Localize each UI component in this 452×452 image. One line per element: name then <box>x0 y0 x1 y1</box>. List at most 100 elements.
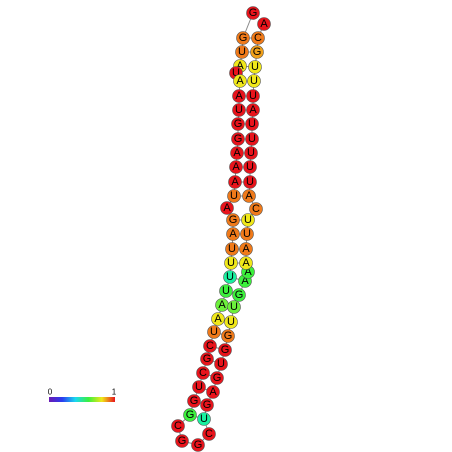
nucleotide <box>225 242 239 256</box>
nucleotide-label: C <box>199 367 207 379</box>
nucleotide-label: G <box>234 133 243 145</box>
nucleotide <box>239 256 253 270</box>
nucleotide <box>200 352 214 366</box>
nucleotide <box>218 343 232 357</box>
nucleotide-label: U <box>230 190 238 202</box>
colorbar <box>49 397 115 402</box>
nucleotide <box>203 339 217 353</box>
nucleotide-label: G <box>194 439 203 451</box>
nucleotide <box>207 325 221 339</box>
nucleotide-label: A <box>244 266 252 278</box>
nucleotide <box>220 201 234 215</box>
nucleotide <box>246 6 260 20</box>
nucleotide-label: G <box>234 118 243 130</box>
nucleotide-label: U <box>228 243 236 255</box>
nucleotide-label: A <box>242 243 250 255</box>
nucleotide <box>232 288 246 302</box>
nucleotide <box>227 189 241 203</box>
nucleotide-label: A <box>241 275 249 287</box>
nucleotide <box>231 132 245 146</box>
nucleotide <box>231 117 245 131</box>
nucleotide-label: U <box>243 228 251 240</box>
nucleotide <box>246 89 260 103</box>
nucleotide-label: U <box>195 381 203 393</box>
nucleotide <box>171 419 185 433</box>
nucleotide-label: C <box>254 32 262 44</box>
nucleotide <box>214 357 228 371</box>
nucleotide <box>227 300 241 314</box>
nucleotide-label: G <box>178 435 187 447</box>
nucleotide <box>206 385 220 399</box>
nucleotide-label: G <box>221 344 230 356</box>
nucleotide <box>224 256 238 270</box>
nucleotide-label: G <box>235 289 244 301</box>
nucleotide <box>200 398 214 412</box>
nucleotide-label: G <box>190 395 199 407</box>
nucleotide <box>197 412 211 426</box>
nucleotide <box>226 227 240 241</box>
nucleotide <box>243 175 257 189</box>
nucleotide <box>245 117 259 131</box>
nucleotide-label: U <box>227 316 235 328</box>
nucleotide <box>221 329 235 343</box>
nucleotide-label: U <box>248 133 256 145</box>
nucleotide-label: U <box>227 257 235 269</box>
nucleotide <box>175 434 189 448</box>
nucleotide <box>242 189 256 203</box>
nucleotide-label: G <box>229 214 238 226</box>
nucleotide <box>243 160 257 174</box>
nucleotide <box>230 146 244 160</box>
nucleotide-label: U <box>244 214 252 226</box>
nucleotide-label: A <box>242 257 250 269</box>
nucleotide <box>210 371 224 385</box>
nucleotide <box>250 45 264 59</box>
nucleotide-label: U <box>246 176 254 188</box>
nucleotide-label: U <box>248 118 256 130</box>
nucleotide-label: U <box>222 285 230 297</box>
nucleotide <box>202 427 216 441</box>
nucleotide-label: U <box>238 46 246 58</box>
nucleotide <box>229 160 243 174</box>
nucleotide-label: A <box>249 104 257 116</box>
nucleotide <box>248 60 262 74</box>
nucleotide <box>223 270 237 284</box>
nucleotide <box>228 175 242 189</box>
nucleotide <box>232 89 246 103</box>
nucleotide <box>246 103 260 117</box>
nucleotide-label: A <box>209 386 217 398</box>
nucleotide <box>187 394 201 408</box>
nucleotide-label: G <box>224 330 233 342</box>
nucleotide <box>233 74 247 88</box>
nucleotide-label: U <box>226 271 234 283</box>
nucleotide-label: G <box>203 353 212 365</box>
nucleotide-label: C <box>252 203 260 215</box>
nucleotide-label: A <box>214 313 222 325</box>
nucleotide <box>183 408 197 422</box>
nucleotide-label: U <box>217 358 225 370</box>
nucleotide-label: G <box>186 409 195 421</box>
nucleotide <box>247 74 261 88</box>
nucleotide-label: A <box>231 176 239 188</box>
nucleotide <box>240 227 254 241</box>
nucleotide-label: G <box>239 32 248 44</box>
nucleotide <box>257 17 271 31</box>
nucleotide-label: U <box>235 104 243 116</box>
nucleotide-label: A <box>245 190 253 202</box>
nucleotide-label: A <box>223 202 231 214</box>
nucleotide-label: A <box>232 161 240 173</box>
nucleotide-label: A <box>260 18 268 30</box>
nucleotide-label: A <box>233 147 241 159</box>
nucleotide <box>241 213 255 227</box>
nucleotide-label: U <box>250 75 258 87</box>
nucleotide <box>196 366 210 380</box>
nucleotide-label: U <box>210 326 218 338</box>
nucleotide-label: C <box>205 428 213 440</box>
nucleotide-label: A <box>236 60 244 72</box>
colorbar-max: 1 <box>112 388 117 397</box>
nucleotide-label: U <box>249 90 257 102</box>
nucleotide-label: U <box>200 413 208 425</box>
nucleotide-label: G <box>203 399 212 411</box>
nucleotide-label: U <box>230 301 238 313</box>
